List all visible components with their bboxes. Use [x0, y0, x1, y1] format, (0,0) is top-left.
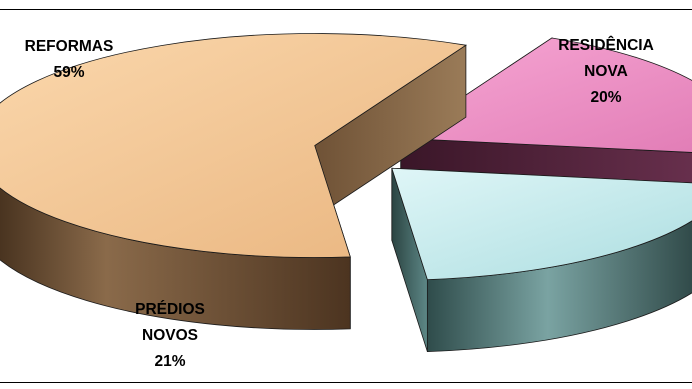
slice-label-reformas-title: REFORMAS [25, 38, 114, 55]
slice-label-reformas-percent: 59% [53, 64, 84, 81]
slice-label-predios-percent: 21% [154, 353, 185, 370]
slice-2-top-face [391, 167, 692, 281]
slice-label-residencia-percent: 20% [590, 89, 621, 106]
slice-1-top-face [399, 37, 692, 153]
slice-label-predios-title: PRÉDIOS [135, 301, 205, 318]
slice-0 [0, 33, 467, 330]
slice-label-residencia-title-2: NOVA [584, 63, 628, 80]
pie-slices [0, 33, 692, 353]
slice-label-residencia-title: RESIDÊNCIA [558, 36, 654, 54]
slice-0-top-face [0, 33, 467, 258]
top-border-line [0, 9, 692, 10]
slice-label-predios-title-2: NOVOS [142, 327, 198, 344]
slice-2 [391, 167, 692, 353]
bottom-border-line [0, 382, 692, 383]
